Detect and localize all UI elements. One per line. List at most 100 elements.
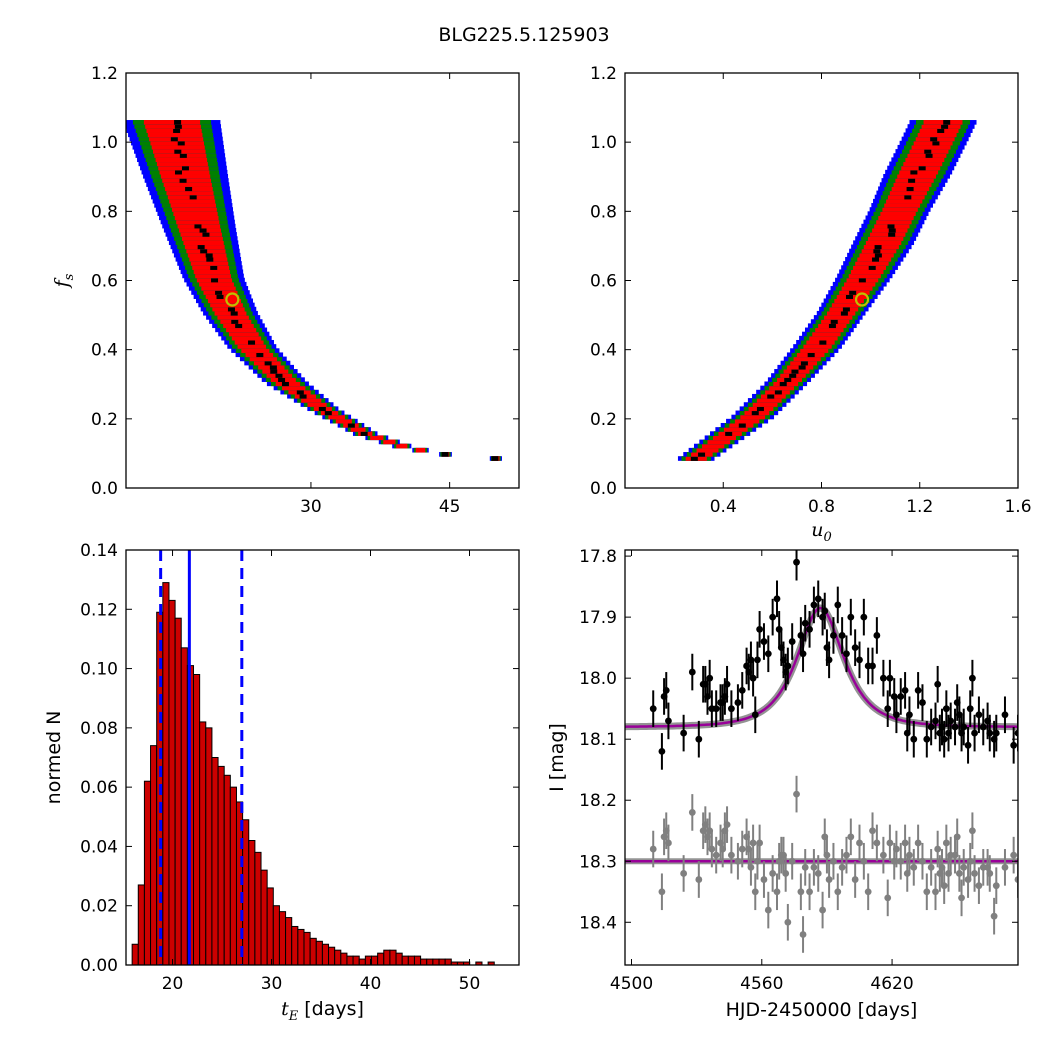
heatmap-band [207, 298, 242, 304]
heatmap-band [834, 298, 864, 304]
y-axis-label: normed N [43, 711, 65, 805]
data-point [821, 607, 829, 615]
heatmap-core-cell [872, 256, 880, 262]
data-point [969, 674, 976, 682]
x-tick-label: 0.8 [808, 497, 835, 517]
heatmap-core-cell [205, 252, 213, 258]
residual-point [764, 906, 772, 914]
data-point [901, 686, 909, 694]
data-point [886, 674, 894, 682]
heatmap-core-cell [932, 140, 940, 146]
x-tick-label: 40 [360, 974, 382, 994]
heatmap-band [923, 120, 963, 125]
heatmap-band [201, 286, 236, 291]
residual-point [784, 918, 792, 926]
best-fit-marker [854, 292, 870, 307]
residual-point [897, 857, 905, 865]
heatmap-band [214, 310, 247, 316]
heatmap-core-cell [888, 232, 896, 237]
data-point [1014, 729, 1018, 737]
y-tick-label: 0.6 [590, 272, 617, 292]
heatmap-band [878, 215, 914, 221]
data-point [806, 625, 813, 633]
heatmap-band [307, 402, 327, 407]
heatmap-band [880, 211, 916, 216]
heatmap-core-cell [197, 244, 205, 250]
heatmap-band [752, 402, 778, 407]
residual-point [814, 870, 822, 877]
lightcurve-panel: 4500 4560 4620 17.8 17.9 18.0 18.1 18.2 18.3 18.4… [546, 547, 1019, 1021]
heatmap-core-cell [275, 373, 283, 378]
heatmap-band [897, 173, 936, 179]
heatmap-band [328, 414, 346, 420]
residual-point [910, 863, 918, 871]
data-point [893, 711, 900, 719]
heatmap-core-cell [784, 377, 792, 382]
heatmap-core-cell [874, 252, 882, 258]
histogram-bar [389, 949, 397, 965]
y-tick-label: 1.2 [91, 64, 118, 84]
residual-point [934, 845, 942, 853]
heatmap-core-cell [868, 265, 876, 270]
heatmap-core-cell [874, 244, 882, 250]
heatmap-core-cell [789, 373, 797, 378]
heatmap-core-cell [174, 169, 182, 175]
heatmap-core-cell [360, 431, 368, 436]
heatmap-band [917, 132, 957, 138]
heatmap-band [282, 385, 306, 391]
histogram-bar [266, 887, 274, 965]
data-point [927, 723, 935, 731]
heatmap-band [237, 344, 267, 349]
histogram-bar [285, 917, 293, 965]
residual-point [760, 876, 768, 883]
heatmap-band [184, 244, 225, 250]
x-tick-label: 20 [162, 974, 184, 994]
residual-point [658, 888, 666, 896]
data-point [712, 705, 720, 713]
histogram-bar [438, 958, 446, 965]
heatmap-band [712, 435, 736, 441]
data-point [934, 680, 942, 688]
heatmap-core-cell [937, 128, 945, 133]
heatmap-band [173, 211, 218, 216]
residual-point [879, 851, 887, 859]
heatmap-core-cell [296, 389, 304, 395]
data-point [971, 729, 978, 737]
heatmap-band [159, 169, 210, 175]
histogram-bar [229, 786, 237, 965]
heatmap-band [228, 331, 259, 337]
heatmap-core-cell [690, 456, 698, 461]
residual-point [927, 863, 935, 871]
histogram-bar [383, 949, 391, 965]
residual-point [756, 839, 764, 847]
heatmap-core-cell [930, 136, 938, 142]
histogram-bar [137, 884, 145, 965]
heatmap-core-cell [918, 165, 926, 171]
heatmap-band [176, 219, 220, 225]
heatmap-band [160, 173, 211, 179]
heatmap-core-cell [842, 306, 850, 312]
histogram-bar [162, 582, 170, 965]
heatmap-core-cell [924, 149, 932, 154]
histogram-bar [199, 721, 207, 965]
residual-point [906, 851, 913, 859]
heatmap-band [350, 427, 366, 432]
heatmap-band [841, 286, 873, 291]
y-tick-label: 0.02 [80, 897, 118, 917]
histogram-bar [432, 958, 440, 965]
heatmap-band [905, 157, 945, 163]
data-point [966, 705, 974, 713]
heatmap-band [702, 443, 725, 449]
heatmap-band [911, 144, 951, 150]
y-tick-label: 17.9 [579, 608, 617, 628]
x-tick-label: 1.2 [906, 497, 933, 517]
y-tick-label: 0.0 [590, 479, 617, 499]
data-point [992, 729, 1000, 737]
heatmap-core-cell [211, 277, 219, 283]
heatmap-cells [677, 120, 977, 461]
heatmap-core-cell [181, 165, 189, 171]
data-point [688, 668, 696, 676]
heatmap-band [899, 169, 939, 175]
heatmap-core-cell [200, 248, 208, 254]
data-point [932, 717, 939, 725]
